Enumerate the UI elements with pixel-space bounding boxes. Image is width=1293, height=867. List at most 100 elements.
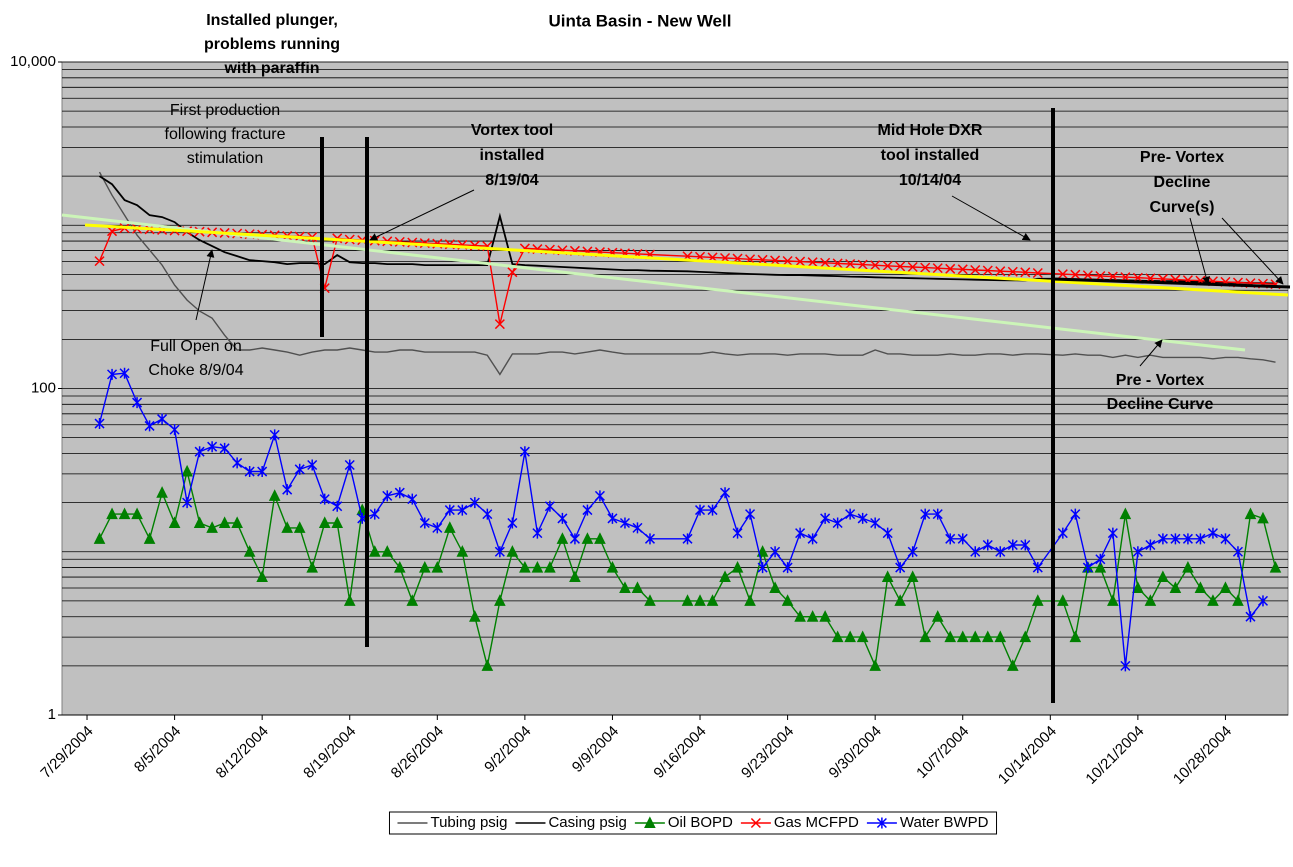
marker xyxy=(1144,594,1157,606)
marker xyxy=(182,497,193,509)
marker xyxy=(544,500,555,512)
marker xyxy=(469,610,481,622)
marker xyxy=(1269,560,1282,573)
marker xyxy=(1082,270,1093,281)
marker xyxy=(406,594,419,606)
marker xyxy=(256,570,268,583)
marker xyxy=(293,521,306,533)
marker xyxy=(444,521,456,533)
x-tick-label: 7/29/2004 xyxy=(37,723,96,782)
marker xyxy=(532,527,543,539)
x-tick-label: 10/21/2004 xyxy=(1082,723,1147,788)
marker xyxy=(1207,527,1218,539)
marker xyxy=(781,594,794,606)
marker xyxy=(432,522,443,534)
marker xyxy=(894,594,906,606)
trend-line xyxy=(1052,277,1291,289)
x-tick-label: 9/9/2004 xyxy=(569,723,622,776)
annotation: installed xyxy=(480,147,545,164)
marker xyxy=(920,262,931,273)
marker xyxy=(1057,527,1068,539)
marker xyxy=(1082,562,1093,574)
annotation: Choke 8/9/04 xyxy=(148,362,243,379)
marker xyxy=(970,546,981,558)
marker xyxy=(932,508,943,520)
x-tick-label: 9/30/2004 xyxy=(826,723,885,782)
marker xyxy=(207,441,218,453)
marker xyxy=(982,265,993,276)
marker xyxy=(819,610,831,622)
x-tick-label: 10/7/2004 xyxy=(913,723,972,782)
legend-entry: Tubing psig xyxy=(397,814,507,831)
marker xyxy=(244,466,255,478)
marker xyxy=(581,532,594,544)
x-tick-label: 8/5/2004 xyxy=(131,723,184,776)
marker xyxy=(119,367,130,379)
x-tick-label: 10/28/2004 xyxy=(1170,723,1235,788)
marker xyxy=(820,512,831,524)
marker xyxy=(243,545,256,557)
marker xyxy=(794,610,806,622)
chart-title: Uinta Basin - New Well xyxy=(549,11,732,30)
marker xyxy=(1245,611,1256,623)
marker xyxy=(1232,546,1243,558)
marker xyxy=(519,446,530,458)
marker xyxy=(106,507,118,520)
marker xyxy=(1132,546,1143,558)
x-tick-label: 10/14/2004 xyxy=(995,723,1060,788)
marker xyxy=(881,570,894,583)
marker xyxy=(882,527,893,539)
marker xyxy=(919,630,932,643)
trend-line xyxy=(61,213,1246,352)
marker xyxy=(844,630,856,643)
marker xyxy=(469,497,480,509)
y-tick-label: 1 xyxy=(48,706,56,723)
marker xyxy=(1145,539,1156,551)
marker xyxy=(807,257,818,268)
marker xyxy=(118,507,131,520)
x-tick-label: 8/19/2004 xyxy=(300,723,359,782)
marker xyxy=(882,260,893,271)
marker xyxy=(769,581,781,593)
annotation: Curve(s) xyxy=(1150,199,1215,216)
marker xyxy=(770,255,781,266)
marker xyxy=(94,256,105,267)
x-tick-label: 9/23/2004 xyxy=(738,723,797,782)
marker xyxy=(745,508,756,520)
marker xyxy=(795,527,806,539)
marker xyxy=(407,493,418,505)
marker xyxy=(181,464,193,477)
legend-label: Gas MCFPD xyxy=(774,814,859,831)
marker xyxy=(1119,507,1132,520)
legend-entry: Oil BOPD xyxy=(634,814,733,831)
marker xyxy=(231,516,243,529)
marker xyxy=(1232,594,1244,606)
marker xyxy=(694,504,706,516)
marker xyxy=(394,487,405,499)
arrow xyxy=(1139,339,1163,367)
marker xyxy=(282,484,293,496)
series-layer xyxy=(93,171,1282,672)
marker xyxy=(507,267,518,278)
annotation: problems running xyxy=(204,36,340,53)
marker xyxy=(1194,581,1207,593)
annotation: with paraffin xyxy=(223,60,319,77)
marker xyxy=(457,504,468,516)
marker xyxy=(569,570,581,583)
marker xyxy=(1107,527,1118,539)
legend-label: Tubing psig xyxy=(430,814,507,831)
marker xyxy=(294,463,305,475)
marker xyxy=(694,594,706,606)
marker xyxy=(945,263,956,274)
marker xyxy=(1094,560,1107,573)
marker xyxy=(969,630,982,643)
marker xyxy=(956,630,969,643)
legend xyxy=(388,811,998,835)
marker xyxy=(1120,660,1131,672)
marker xyxy=(418,560,431,573)
marker xyxy=(970,264,981,276)
marker xyxy=(456,545,469,557)
marker xyxy=(1095,270,1106,282)
y-tick-label: 10,000 xyxy=(10,53,56,70)
x-tick-label: 9/2/2004 xyxy=(481,723,534,776)
